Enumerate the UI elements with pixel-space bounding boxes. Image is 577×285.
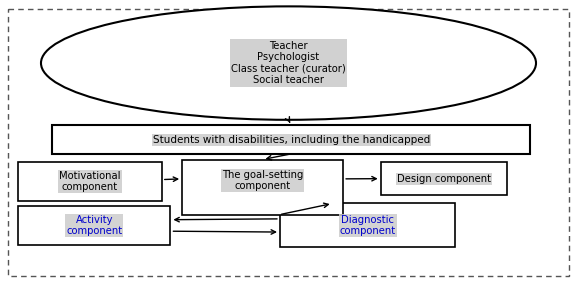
- Bar: [18, 206, 170, 245]
- Ellipse shape: [41, 6, 536, 120]
- Bar: [53, 125, 530, 154]
- Bar: [280, 203, 455, 247]
- Bar: [381, 162, 507, 195]
- Text: Motivational
component: Motivational component: [59, 171, 121, 192]
- Text: Diagnostic
component: Diagnostic component: [340, 215, 396, 236]
- Text: Students with disabilities, including the handicapped: Students with disabilities, including th…: [153, 135, 430, 145]
- Bar: [18, 162, 162, 201]
- Text: Activity
component: Activity component: [66, 215, 122, 236]
- Text: Design component: Design component: [397, 174, 491, 184]
- Text: Teacher
Psychologist
Class teacher (curator)
Social teacher: Teacher Psychologist Class teacher (cura…: [231, 41, 346, 86]
- Text: The goal-setting
component: The goal-setting component: [222, 170, 304, 191]
- Bar: [182, 160, 343, 215]
